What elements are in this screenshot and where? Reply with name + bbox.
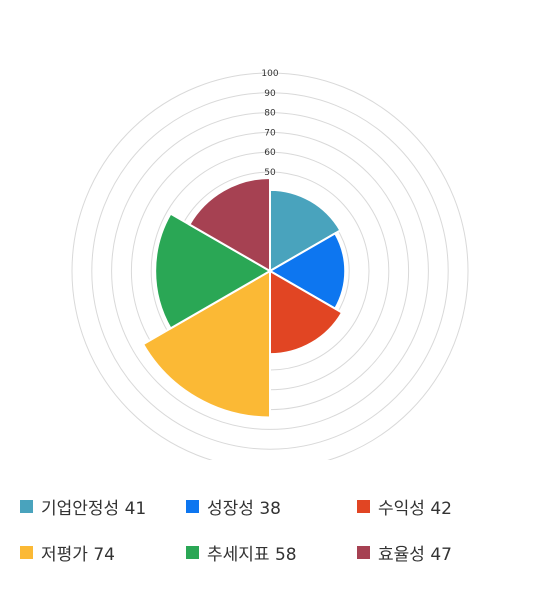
legend-swatch-4 [186,546,199,559]
tick-label-60: 60 [264,148,276,158]
legend-label-3: 저평가 74 [41,545,115,565]
tick-label-100: 100 [261,69,278,79]
slice-추세지표[interactable] [154,212,272,330]
tick-label-50: 50 [264,168,276,178]
slice-수익성[interactable] [269,269,344,356]
legend-item-3[interactable]: 저평가 74 [20,540,115,565]
polar-chart-svg: 50 60 70 80 90 100 [71,69,469,460]
legend-item-1[interactable]: 성장성 38 [186,494,281,519]
legend-label-1: 성장성 38 [207,499,281,519]
chart-slices [141,176,347,419]
tick-label-90: 90 [264,89,276,99]
slice-성장성[interactable] [267,232,347,310]
slice-기업안정성[interactable] [269,188,342,273]
grid-circle [91,92,449,450]
slice-효율성[interactable] [188,176,271,273]
legend-swatch-2 [357,500,370,513]
tick-label-80: 80 [264,109,276,119]
legend-swatch-1 [186,500,199,513]
slice-저평가[interactable] [141,269,271,419]
grid-circle [71,72,469,460]
legend-label-0: 기업안정성 41 [41,499,147,519]
legend-swatch-5 [357,546,370,559]
legend-label-4: 추세지표 58 [207,545,297,565]
polar-chart: 50 60 70 80 90 100 [71,69,469,460]
legend-swatch-3 [20,546,33,559]
legend-label-2: 수익성 42 [378,499,452,519]
legend-item-5[interactable]: 효율성 47 [357,540,452,565]
legend-item-2[interactable]: 수익성 42 [357,494,452,519]
radial-tick-labels: 50 60 70 80 90 100 [261,69,278,178]
legend-item-4[interactable]: 추세지표 58 [186,540,297,565]
tick-label-70: 70 [264,128,276,138]
legend-item-0[interactable]: 기업안정성 41 [20,494,146,519]
grid-circle [111,112,429,430]
legend-swatch-0 [20,500,33,513]
legend-label-5: 효율성 47 [378,545,452,565]
